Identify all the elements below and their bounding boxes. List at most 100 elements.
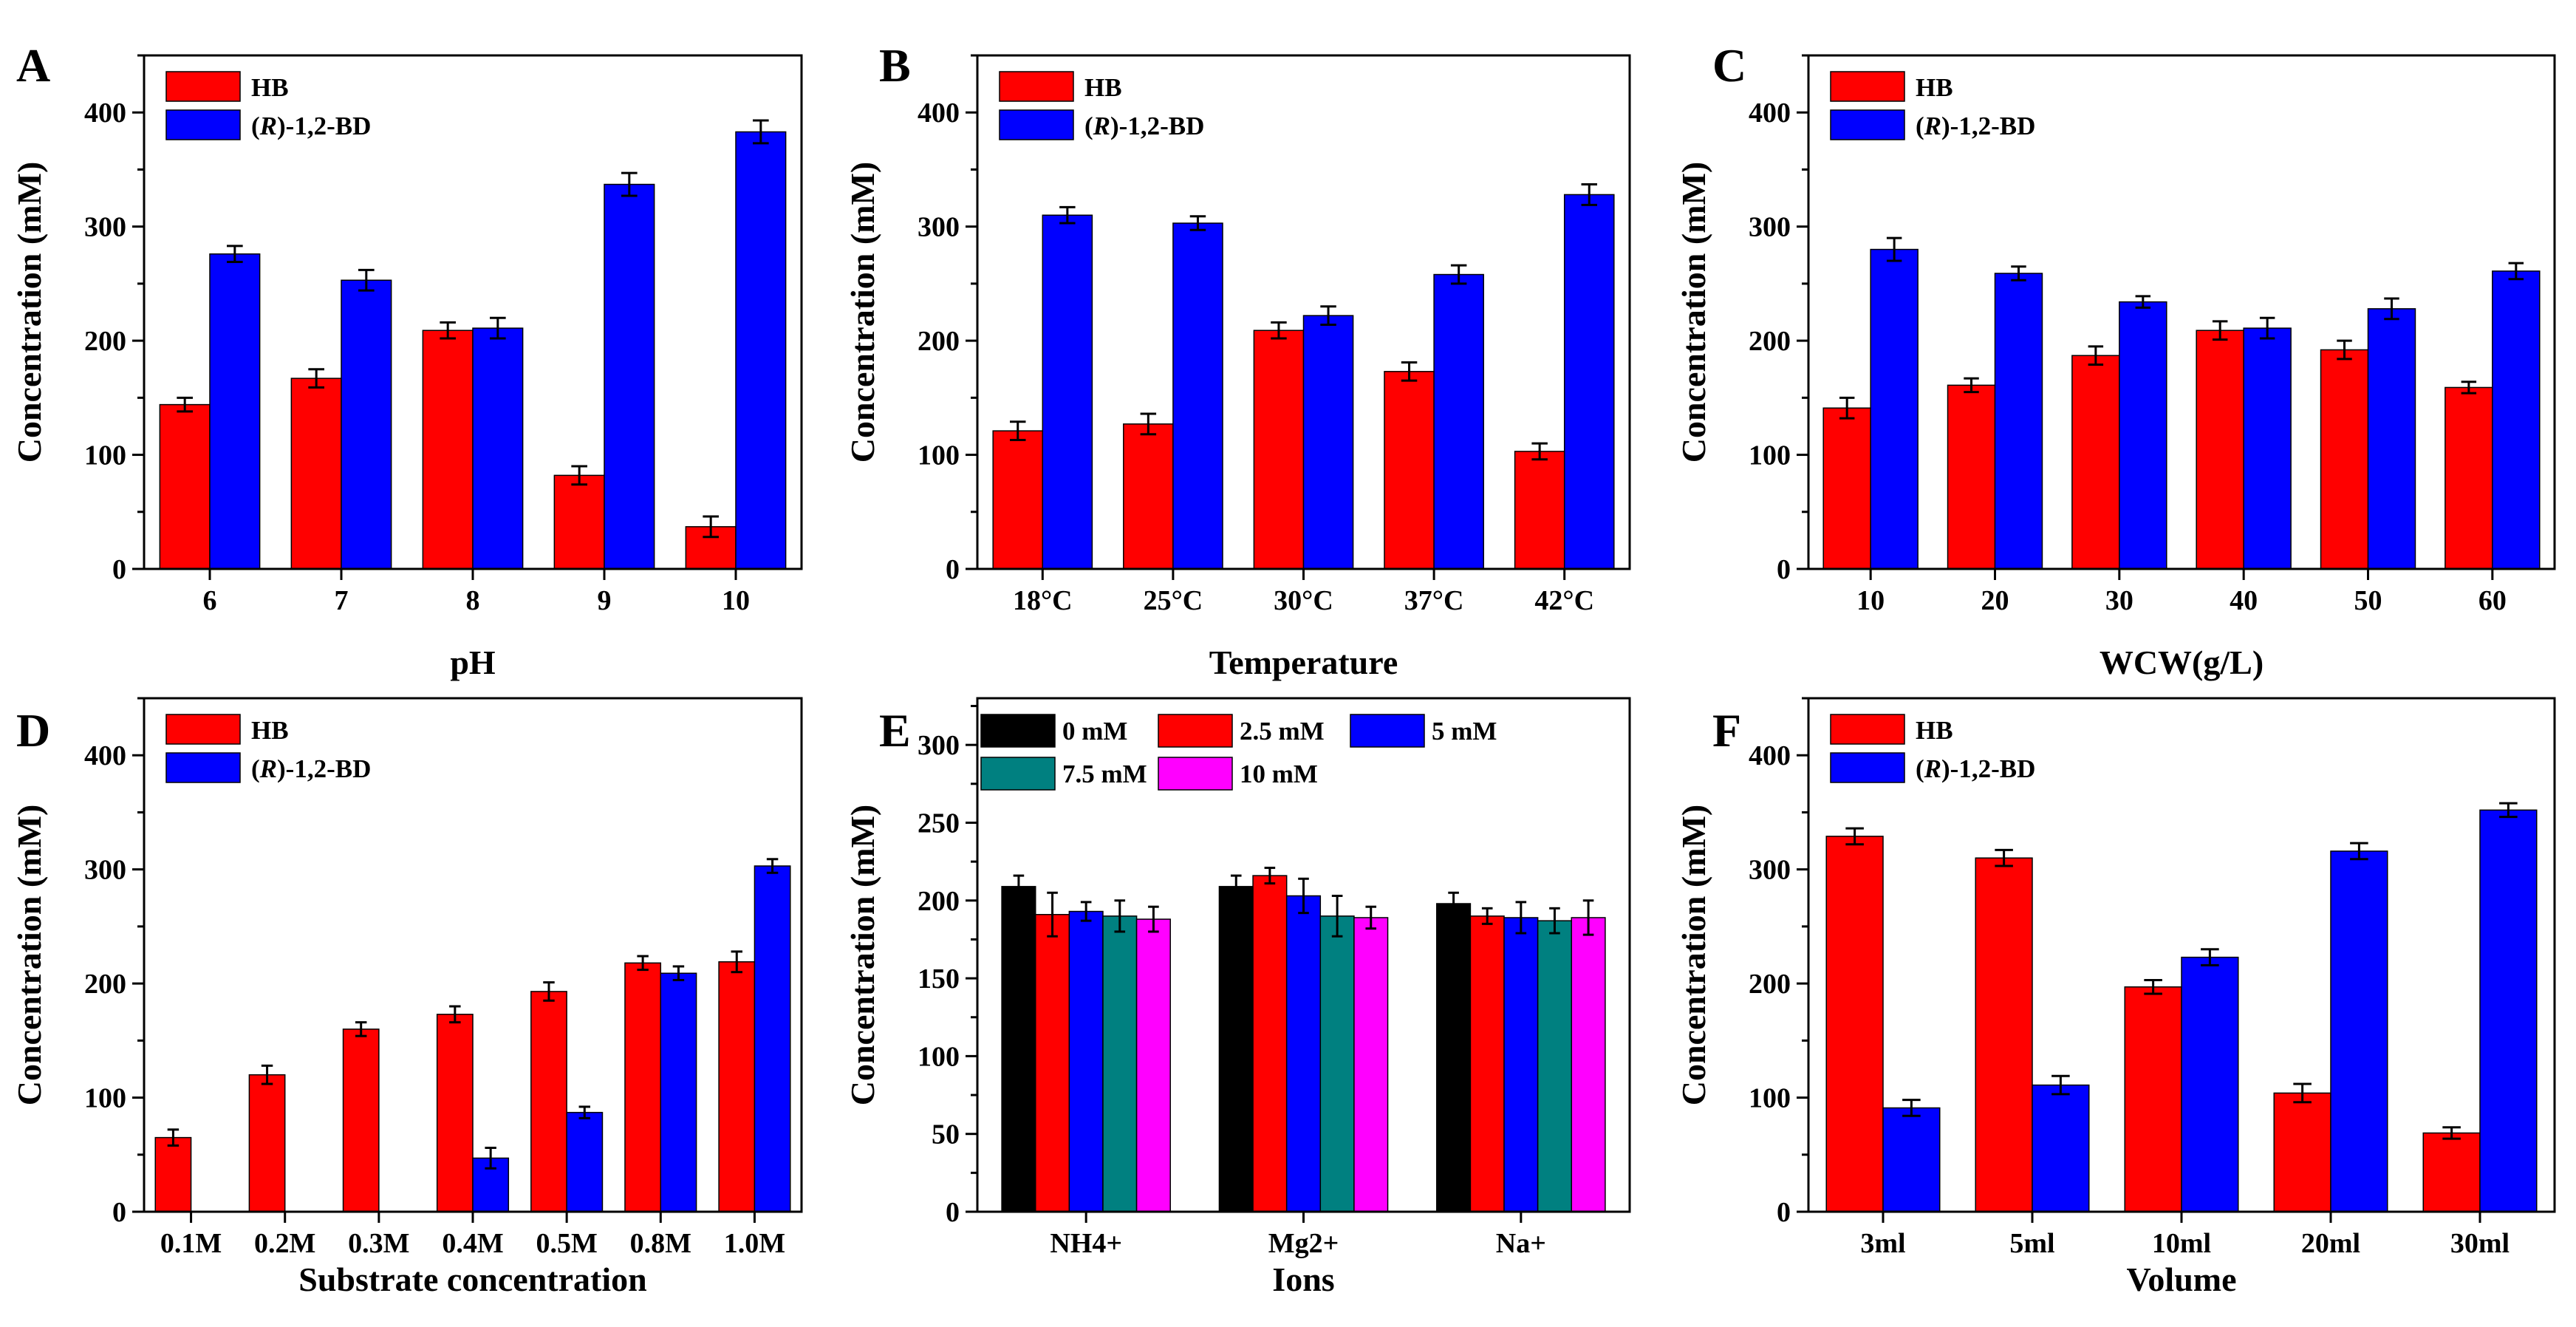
bar (2479, 809, 2538, 1212)
bar (2422, 1132, 2481, 1212)
series-1 (1034, 867, 1505, 1212)
legend-label: 2.5 mM (1240, 717, 1325, 746)
bar (2071, 355, 2120, 570)
legend-label: HB (1916, 73, 1953, 102)
legend-label-italic: R (1924, 112, 1941, 140)
series-0 (159, 321, 737, 570)
legend-label: HB (1916, 716, 1953, 745)
x-tick-label: 0.5M (536, 1228, 597, 1259)
x-axis-title: pH (450, 644, 496, 681)
bar (1123, 423, 1174, 570)
legend-label: (R)-1,2-BD (1916, 754, 2035, 783)
x-tick-label: 42°C (1534, 585, 1594, 616)
bar (2124, 986, 2182, 1212)
legend-label-italic: R (1093, 112, 1110, 140)
series-1 (209, 119, 787, 570)
bar (1001, 886, 1036, 1212)
legend-swatch (1158, 757, 1233, 791)
legend-swatch (1830, 752, 1905, 783)
bar (1870, 248, 1919, 570)
y-tick-label: 250 (918, 808, 960, 839)
x-tick-label: 30 (2105, 585, 2133, 616)
legend-swatch (999, 71, 1074, 102)
x-axis-title: WCW(g/L) (2100, 644, 2264, 681)
panel-f: F 0 100 200 300 400 3ml 5ml 10ml 20ml 30ml Volume Co… (1675, 697, 2556, 1298)
y-tick-label: 300 (1749, 855, 1791, 886)
x-tick-label: 60 (2478, 585, 2507, 616)
legend-label-part: ( (251, 754, 260, 783)
legend-label-part: )-1,2-BD (1110, 112, 1204, 140)
bar (1822, 407, 1871, 570)
legend-label: (R)-1,2-BD (251, 754, 371, 783)
x-axis-title: Ions (1272, 1261, 1334, 1298)
bar (290, 378, 342, 570)
legend-label: HB (1084, 73, 1122, 102)
legend-swatch (165, 71, 241, 102)
legend-label: 0 mM (1062, 717, 1127, 746)
bar (1034, 913, 1070, 1212)
bar (1514, 451, 1565, 570)
bar (1503, 917, 1539, 1212)
panel-b: B 0 100 200 300 400 18°C 25°C 30°C 37°C 42°C Temper… (844, 39, 1631, 681)
y-tick-label: 100 (84, 1083, 126, 1114)
y-axis-title: Concentration (mM) (1675, 805, 1712, 1106)
legend: HB (R)-1,2-BD (165, 71, 371, 140)
bar (422, 330, 474, 570)
bar (209, 253, 261, 570)
bar (2330, 850, 2388, 1212)
bar (2320, 349, 2369, 570)
legend-label-part: )-1,2-BD (1941, 754, 2035, 783)
legend-label: (R)-1,2-BD (251, 112, 371, 140)
bar (436, 1014, 474, 1212)
bar (1252, 875, 1288, 1212)
bar (604, 183, 655, 570)
legend: HB (R)-1,2-BD (1830, 71, 2035, 140)
x-tick-label: 20 (1981, 585, 2009, 616)
panel-letter: C (1712, 39, 1746, 92)
bar (1218, 886, 1254, 1212)
x-tick-label: 5ml (2009, 1228, 2054, 1259)
y-tick-label: 300 (84, 212, 126, 243)
bar (2492, 270, 2541, 570)
bar (1285, 895, 1322, 1212)
legend-label: 10 mM (1240, 760, 1318, 788)
y-tick-label: 200 (84, 326, 126, 357)
x-tick-label: 6 (203, 585, 217, 616)
y-axis-title: Concentration (mM) (10, 805, 48, 1106)
legend-swatch (980, 757, 1056, 791)
x-tick-label: 7 (335, 585, 349, 616)
bar (154, 1136, 192, 1212)
x-tick-label: 40 (2230, 585, 2258, 616)
bar (2181, 956, 2239, 1212)
x-tick-label: 10ml (2152, 1228, 2211, 1259)
bar (1433, 273, 1484, 570)
y-axis-title: Concentration (mM) (1675, 162, 1712, 463)
panel-letter: A (16, 39, 50, 92)
x-tick-label: 0.8M (630, 1228, 691, 1259)
bar (1882, 1107, 1941, 1212)
bar (2367, 308, 2416, 570)
bar (2119, 301, 2167, 570)
bar (342, 1028, 380, 1212)
y-tick-label: 100 (918, 440, 960, 471)
legend-swatch (1830, 71, 1905, 102)
series-1 (1882, 802, 2538, 1212)
y-tick-label: 0 (1777, 1197, 1791, 1228)
panel-letter: E (879, 704, 911, 757)
legend-label: HB (251, 73, 289, 102)
bar (2445, 386, 2493, 570)
y-tick-label: 0 (112, 554, 126, 585)
y-tick-label: 200 (1749, 969, 1791, 1000)
legend-swatch (999, 109, 1074, 140)
panel-letter: F (1712, 704, 1741, 757)
x-tick-label: 10 (1856, 585, 1885, 616)
x-tick-label: 30ml (2450, 1228, 2510, 1259)
y-tick-label: 200 (1749, 326, 1791, 357)
x-axis-title: Volume (2126, 1261, 2236, 1298)
bar (2032, 1084, 2090, 1212)
x-tick-label: 20ml (2301, 1228, 2360, 1259)
bar (1975, 857, 2033, 1212)
y-tick-label: 200 (84, 969, 126, 1000)
bar (341, 279, 392, 570)
y-tick-label: 400 (918, 98, 960, 129)
